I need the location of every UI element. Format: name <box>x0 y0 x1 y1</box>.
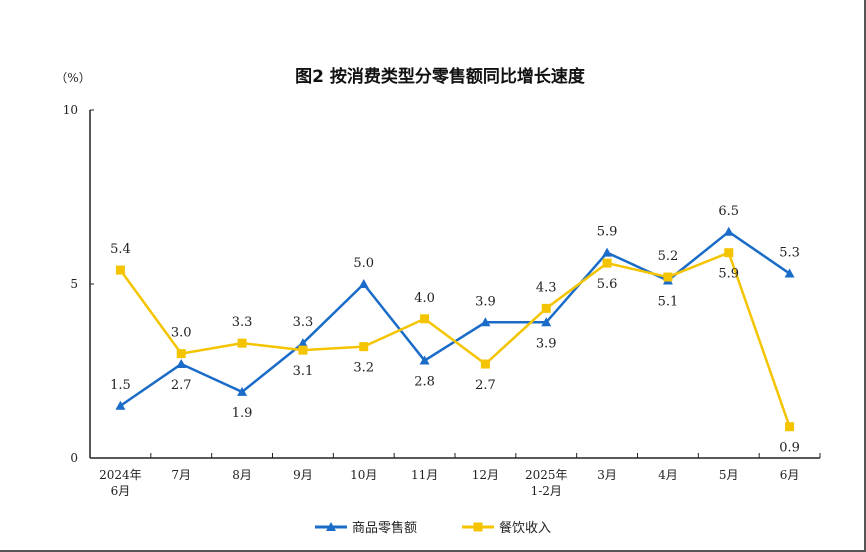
data-label: 4.0 <box>414 291 435 306</box>
legend-marker-icon <box>326 522 336 531</box>
data-label: 5.3 <box>779 246 800 261</box>
data-point <box>115 265 125 275</box>
x-tick-label: 10月 <box>350 468 377 482</box>
legend-item: 商品零售额 <box>315 520 417 536</box>
data-point <box>784 268 795 278</box>
x-tick-label: 11月 <box>411 468 438 482</box>
data-label: 5.9 <box>597 225 618 240</box>
data-label: 3.0 <box>171 326 192 341</box>
x-tick-label: 12月 <box>472 468 499 482</box>
data-label: 2.7 <box>475 378 496 393</box>
data-label: 2.7 <box>171 378 192 393</box>
data-point <box>602 258 612 268</box>
data-point <box>420 314 430 324</box>
data-point <box>663 272 673 282</box>
y-tick-label: 5 <box>70 277 78 291</box>
y-tick-label: 0 <box>70 451 78 465</box>
x-tick-label: 8月 <box>232 468 252 482</box>
data-point <box>176 359 187 369</box>
data-label: 4.3 <box>536 280 557 295</box>
data-point <box>237 338 247 348</box>
legend-item: 餐饮收入 <box>462 520 551 536</box>
legend-label: 餐饮收入 <box>499 520 551 536</box>
data-point <box>480 317 491 327</box>
data-label: 3.9 <box>536 336 557 351</box>
data-point <box>237 386 248 396</box>
data-point <box>176 349 186 359</box>
x-tick-label: 6月 <box>780 468 800 482</box>
data-label: 3.3 <box>293 315 314 330</box>
series-line-0 <box>119 230 791 407</box>
data-label: 5.0 <box>353 256 374 271</box>
data-label: 6.5 <box>718 204 739 219</box>
x-tick-label: 7月 <box>171 468 191 482</box>
x-tick-label: 4月 <box>658 468 678 482</box>
data-point <box>541 303 551 313</box>
data-label: 3.3 <box>232 315 253 330</box>
data-point <box>785 422 795 432</box>
data-label: 5.6 <box>597 277 618 292</box>
series-line-1 <box>119 251 791 428</box>
data-label: 2.8 <box>414 375 435 390</box>
legend-label: 商品零售额 <box>352 520 417 536</box>
data-point <box>724 248 734 258</box>
x-tick-label: 2025年 1-2月 <box>525 468 568 498</box>
data-label: 3.2 <box>353 361 374 376</box>
data-point <box>359 342 369 352</box>
data-point <box>419 355 430 365</box>
data-label: 5.1 <box>658 295 679 310</box>
data-point <box>480 359 490 369</box>
data-label: 1.9 <box>232 406 253 421</box>
data-point <box>541 317 552 327</box>
data-point <box>602 247 613 257</box>
x-tick-label: 5月 <box>719 468 739 482</box>
chart-title: 图2 按消费类型分零售额同比增长速度 <box>295 66 586 87</box>
legend-marker-icon <box>473 522 483 532</box>
data-point <box>298 345 308 355</box>
data-point <box>358 279 369 288</box>
data-label: 1.5 <box>110 378 131 393</box>
data-label: 3.1 <box>293 364 314 379</box>
x-tick-label: 2024年 6月 <box>99 468 142 498</box>
y-axis-label: （%） <box>55 71 90 85</box>
data-point <box>115 400 126 410</box>
data-point <box>297 338 308 348</box>
data-label: 3.9 <box>475 294 496 309</box>
x-tick-label: 3月 <box>597 468 617 482</box>
x-tick-label: 9月 <box>293 468 313 482</box>
data-label: 5.4 <box>110 242 131 257</box>
data-point <box>723 226 734 236</box>
data-label: 5.9 <box>718 267 739 282</box>
data-label: 5.2 <box>658 249 679 264</box>
y-tick-label: 10 <box>63 103 78 117</box>
data-label: 0.9 <box>779 441 800 456</box>
